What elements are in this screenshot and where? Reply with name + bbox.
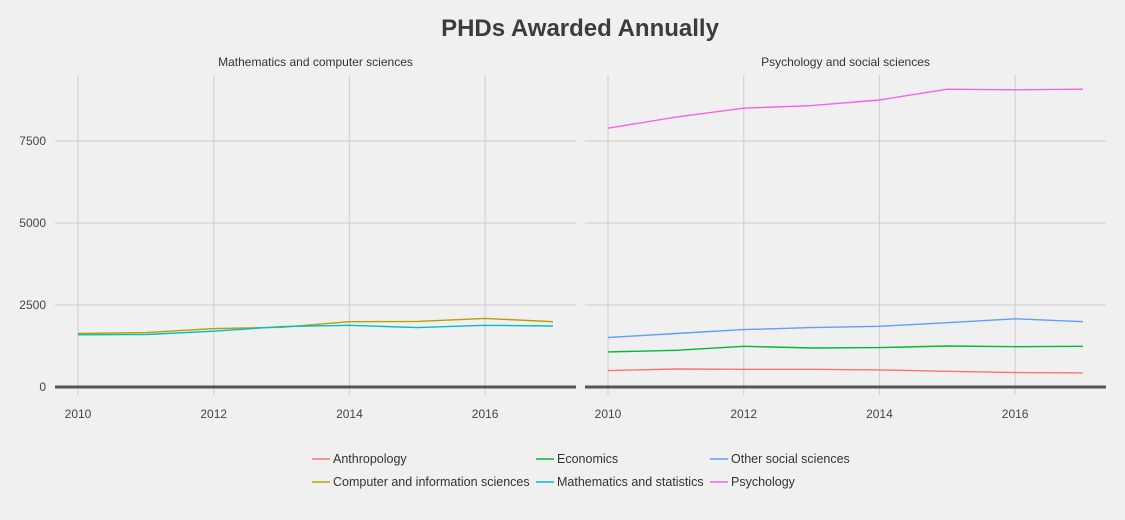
panels: Mathematics and computer sciences 2010 201…: [19, 55, 1106, 421]
legend-item-computer-and-information-sciences: Computer and information sciences: [312, 475, 530, 489]
x-tick-label: 2014: [866, 407, 893, 421]
legend-item-psychology: Psychology: [710, 475, 796, 489]
x-tick-label: 2012: [730, 407, 757, 421]
legend-label: Economics: [557, 452, 618, 466]
legend-label: Anthropology: [333, 452, 407, 466]
series-line-anthropology: [607, 368, 1084, 374]
legend-label: Other social sciences: [731, 452, 850, 466]
legend: Anthropology Economics Other social scienc…: [312, 452, 850, 489]
panel-strip-label: Mathematics and computer sciences: [218, 55, 413, 69]
series-line-economics: [607, 345, 1084, 353]
x-tick-label: 2010: [65, 407, 92, 421]
y-tick-label: 0: [39, 380, 46, 394]
legend-item-mathematics-and-statistics: Mathematics and statistics: [536, 475, 704, 489]
series-line-psychology: [607, 88, 1084, 129]
legend-item-other-social-sciences: Other social sciences: [710, 452, 850, 466]
legend-label: Mathematics and statistics: [557, 475, 704, 489]
legend-item-anthropology: Anthropology: [312, 452, 407, 466]
y-tick-label: 2500: [19, 298, 46, 312]
series-line-other-social-sciences: [607, 318, 1084, 339]
x-tick-label: 2010: [595, 407, 622, 421]
legend-item-economics: Economics: [536, 452, 618, 466]
chart-title: PHDs Awarded Annually: [441, 15, 719, 42]
y-tick-label: 5000: [19, 216, 46, 230]
panel-2: Psychology and social sciences 2010 2012 20…: [585, 55, 1106, 421]
y-tick-label: 7500: [19, 134, 46, 148]
series-line-mathematics-and-statistics: [77, 324, 554, 336]
series-line-computer-and-information-sciences: [77, 317, 554, 335]
panel-1: Mathematics and computer sciences 2010 201…: [19, 55, 576, 421]
panel-strip-label: Psychology and social sciences: [761, 55, 930, 69]
legend-label: Psychology: [731, 475, 796, 489]
x-tick-label: 2016: [1002, 407, 1029, 421]
legend-label: Computer and information sciences: [333, 475, 530, 489]
x-tick-label: 2014: [336, 407, 363, 421]
x-tick-label: 2016: [472, 407, 499, 421]
x-tick-label: 2012: [200, 407, 227, 421]
